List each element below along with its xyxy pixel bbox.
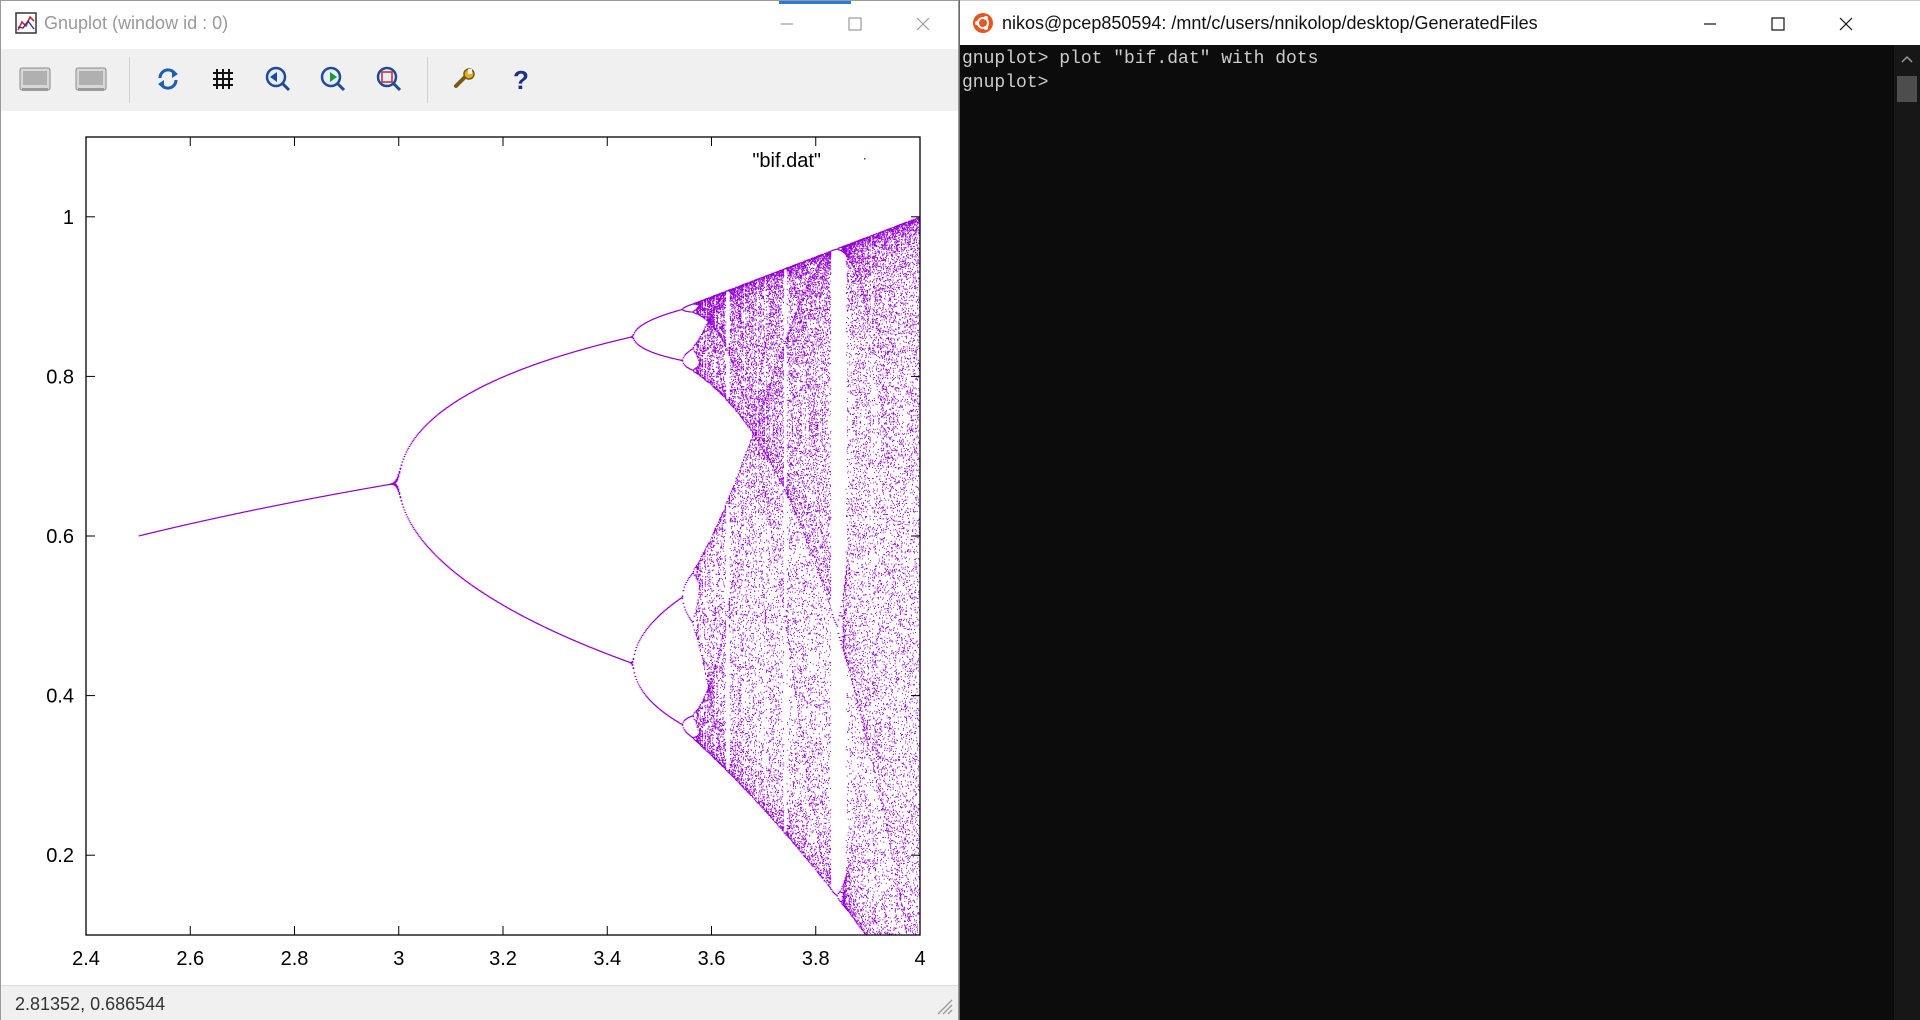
window-title: Gnuplot (window id : 0) [44, 13, 228, 34]
x-tick-label: 3 [393, 948, 404, 970]
bif-dat-series [139, 217, 921, 935]
minimize-icon [780, 17, 794, 31]
grid-icon [211, 67, 235, 91]
scrollbar-thumb[interactable] [1897, 76, 1917, 102]
maximize-button[interactable] [1744, 1, 1812, 47]
close-button[interactable] [1812, 1, 1880, 47]
bifurcation-chart[interactable]: 2.4 2.6 2.8 3 3.2 3.4 3.6 3.8 4 0.2 0.4 0.6 0.8 1 "bif… [1, 111, 958, 985]
x-tick-label: 4 [914, 948, 925, 970]
x-tick-label: 2.6 [176, 948, 204, 970]
print-button[interactable] [71, 59, 111, 99]
x-tick-label: 2.8 [281, 948, 309, 970]
terminal-window: nikos@pcep850594: /mnt/c/users/nnikolop/… [959, 0, 1920, 1020]
minimize-button[interactable] [1676, 1, 1744, 47]
y-tick-label: 0.4 [46, 686, 74, 708]
x-tick-label: 3.2 [489, 948, 517, 970]
question-mark-icon: ? [509, 65, 533, 93]
maximize-button[interactable] [821, 1, 889, 47]
plot-area[interactable]: 2.4 2.6 2.8 3 3.2 3.4 3.6 3.8 4 0.2 0.4 0.6 0.8 1 "bif… [1, 111, 958, 985]
autoscale-button[interactable] [369, 59, 409, 99]
options-button[interactable] [445, 59, 485, 99]
window-title: nikos@pcep850594: /mnt/c/users/nnikolop/… [1002, 13, 1538, 34]
printer-image-icon [74, 64, 108, 94]
ubuntu-icon [972, 12, 994, 34]
close-icon [916, 17, 930, 31]
legend-sample-dot [864, 158, 866, 160]
gnuplot-window: Gnuplot (window id : 0) [0, 0, 959, 1020]
copy-clipboard-button[interactable] [15, 59, 55, 99]
zoom-previous-icon [264, 65, 292, 93]
toolbar-separator [427, 57, 428, 103]
minimize-button[interactable] [753, 1, 821, 47]
gnuplot-toolbar: ? [1, 49, 958, 111]
terminal-titlebar[interactable]: nikos@pcep850594: /mnt/c/users/nnikolop/… [960, 0, 1920, 45]
mouse-coordinates: 2.81352, 0.686544 [15, 994, 165, 1015]
data-points [139, 217, 921, 935]
resize-grip-icon[interactable] [932, 994, 954, 1016]
maximize-icon [1771, 17, 1785, 31]
previous-zoom-button[interactable] [258, 59, 298, 99]
replot-button[interactable] [148, 59, 188, 99]
y-tick-label: 0.2 [46, 845, 74, 867]
toolbar-separator [129, 57, 130, 103]
y-tick-label: 1 [63, 207, 74, 229]
help-button[interactable]: ? [501, 59, 541, 99]
clipboard-image-icon [18, 64, 52, 94]
zoom-next-icon [319, 65, 347, 93]
terminal-line: gnuplot> plot "bif.dat" with dots [962, 47, 1894, 71]
terminal-scrollbar[interactable] [1894, 45, 1920, 1020]
gnuplot-app-icon [15, 12, 37, 34]
next-zoom-button[interactable] [313, 59, 353, 99]
y-tick-label: 0.8 [46, 366, 74, 388]
status-bar: 2.81352, 0.686544 [1, 985, 958, 1020]
x-tick-label: 3.6 [698, 948, 726, 970]
maximize-icon [848, 17, 862, 31]
y-tick-label: 0.6 [46, 526, 74, 548]
gnuplot-titlebar[interactable]: Gnuplot (window id : 0) [1, 1, 958, 47]
x-tick-label: 3.4 [593, 948, 621, 970]
refresh-icon [155, 66, 181, 92]
chevron-up-icon [1901, 55, 1913, 63]
window-accent-bar [779, 1, 851, 4]
scroll-up-button[interactable] [1894, 45, 1920, 73]
wrench-icon [452, 66, 478, 92]
terminal-prompt[interactable]: gnuplot> [962, 71, 1894, 95]
svg-text:?: ? [513, 65, 529, 93]
minimize-icon [1703, 17, 1717, 31]
x-tick-label: 3.8 [802, 948, 830, 970]
toggle-grid-button[interactable] [203, 59, 243, 99]
legend-label: "bif.dat" [752, 150, 821, 172]
x-tick-label: 2.4 [72, 948, 100, 970]
plot-frame [86, 137, 920, 935]
close-button[interactable] [889, 1, 957, 47]
close-icon [1839, 17, 1853, 31]
terminal-output[interactable]: gnuplot> plot "bif.dat" with dots gnuplo… [960, 45, 1894, 1020]
autoscale-icon [375, 65, 403, 93]
